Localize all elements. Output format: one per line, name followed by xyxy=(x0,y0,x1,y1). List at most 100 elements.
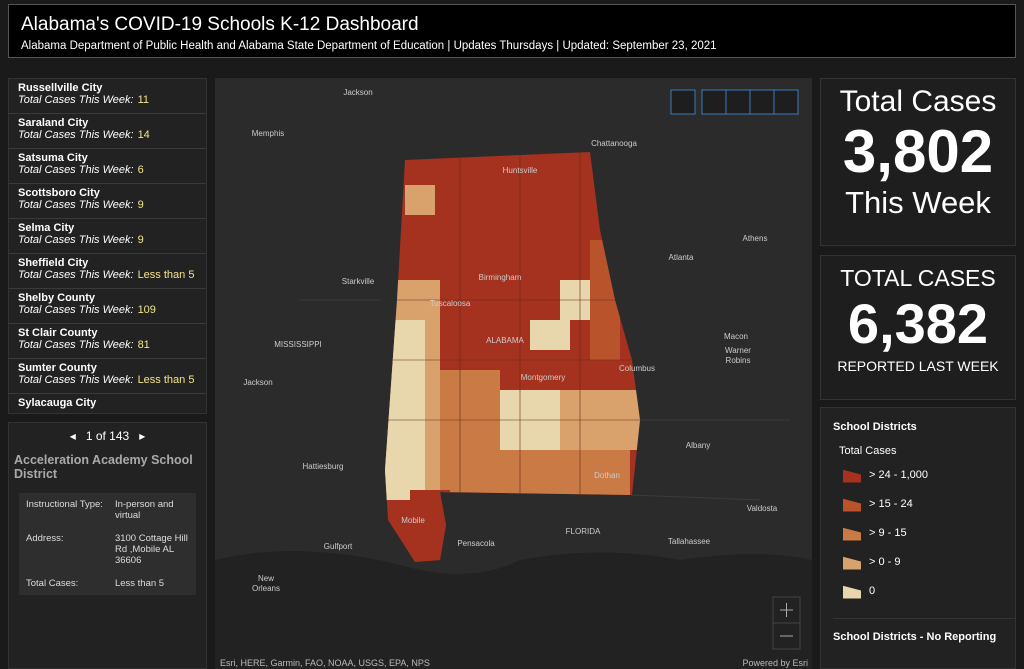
basemap-button[interactable] xyxy=(773,89,799,115)
district-item[interactable]: Saraland City Total Cases This Week: 14 xyxy=(9,114,206,149)
case-line: Total Cases This Week: 81 xyxy=(18,339,206,351)
detail-title: Acceleration Academy School District xyxy=(14,453,193,481)
legend-label: > 15 - 24 xyxy=(869,497,913,510)
legend-item: > 24 - 1,000 xyxy=(843,465,1015,484)
kpi-value: 3,802 xyxy=(842,118,994,185)
legend-item: > 0 - 9 xyxy=(843,552,1015,571)
kpi-top: Total Cases xyxy=(839,85,997,118)
map-label: ALABAMA xyxy=(486,336,524,345)
legend-swatch xyxy=(843,556,861,570)
legend: School Districts Total Cases > 24 - 1,00… xyxy=(820,407,1016,669)
case-value: 9 xyxy=(137,199,144,211)
case-value: Less than 5 xyxy=(137,374,195,386)
district-name: Sumter County xyxy=(18,362,97,374)
prev-button[interactable]: ◂ xyxy=(69,429,76,443)
header: Alabama's COVID-19 Schools K-12 Dashboar… xyxy=(8,4,1016,58)
district-item[interactable]: Satsuma City Total Cases This Week: 6 xyxy=(9,149,206,184)
case-value: 9 xyxy=(137,234,144,246)
map-label: Memphis xyxy=(252,129,284,138)
map-label: FLORIDA xyxy=(566,527,601,536)
district-name: Russellville City xyxy=(18,82,103,94)
legend-title: School Districts xyxy=(833,421,917,433)
case-label: Total Cases This Week: xyxy=(18,269,134,281)
map-label: Chattanooga xyxy=(591,139,637,148)
map-label: Pensacola xyxy=(457,539,495,548)
district-item[interactable]: Sumter County Total Cases This Week: Less … xyxy=(9,359,206,394)
pager-text: 1 of 143 xyxy=(85,429,130,443)
case-value: 6 xyxy=(137,164,144,176)
state-borders xyxy=(300,299,790,501)
attribution: Esri, HERE, Garmin, FAO, NOAA, USGS, EPA… xyxy=(220,658,430,668)
district-item[interactable]: Selma City Total Cases This Week: 9 xyxy=(9,219,206,254)
case-value: 81 xyxy=(137,339,150,351)
legend-swatch xyxy=(843,498,861,512)
legend-item: > 9 - 15 xyxy=(843,523,1015,542)
search-button[interactable] xyxy=(670,89,696,115)
legend-label: > 24 - 1,000 xyxy=(869,468,929,481)
kpi-top: TOTAL CASES xyxy=(840,265,996,291)
legend-item: 0 xyxy=(843,581,1015,600)
legend-swatch xyxy=(843,527,861,541)
home-button[interactable] xyxy=(701,89,727,115)
case-label: Total Cases This Week: xyxy=(18,94,134,106)
field-value: Less than 5 xyxy=(114,578,165,589)
map-label: Dothan xyxy=(594,471,620,480)
zoom-controls xyxy=(772,596,801,650)
map-label: Robins xyxy=(726,356,751,365)
field-label: Instructional Type: xyxy=(26,499,103,510)
district-item[interactable]: Shelby County Total Cases This Week: 109 xyxy=(9,289,206,324)
detail-fields: Instructional Type: In-person and virtual… xyxy=(9,493,206,595)
next-button[interactable]: ▸ xyxy=(139,429,146,443)
legend-button[interactable] xyxy=(725,89,751,115)
field-value: In-person and virtual xyxy=(114,499,174,521)
case-label: Total Cases This Week: xyxy=(18,199,134,211)
legend-items: > 24 - 1,000 > 15 - 24 > 9 - 15 > 0 - 9 0 xyxy=(821,465,1015,600)
district-item[interactable]: Sylacauga City xyxy=(9,394,206,413)
district-name: Scottsboro City xyxy=(18,187,100,199)
case-line: Total Cases This Week: 14 xyxy=(18,129,206,141)
map-label: Starkville xyxy=(342,277,375,286)
case-line: Total Cases This Week: 9 xyxy=(18,199,206,211)
subtitle: Alabama Department of Public Health and … xyxy=(21,40,717,52)
district-name: Shelby County xyxy=(18,292,96,304)
map-label: Birmingham xyxy=(479,273,522,282)
case-value: 109 xyxy=(137,304,156,316)
district-item[interactable]: Russellville City Total Cases This Week: 1… xyxy=(9,79,206,114)
district-name: St Clair County xyxy=(18,327,98,339)
case-line: Total Cases This Week: 6 xyxy=(18,164,206,176)
layers-button[interactable] xyxy=(749,89,775,115)
map-label: Huntsville xyxy=(503,166,538,175)
map-label: Columbus xyxy=(619,364,655,373)
map-label: Montgomery xyxy=(521,373,565,382)
map-label: Macon xyxy=(724,332,748,341)
map-label: Hattiesburg xyxy=(303,462,344,471)
legend-label: > 9 - 15 xyxy=(869,526,907,539)
case-line: Total Cases This Week: 11 xyxy=(18,94,206,106)
case-label: Total Cases This Week: xyxy=(18,339,134,351)
legend-label: > 0 - 9 xyxy=(869,555,901,568)
map-label: Warner xyxy=(725,346,751,355)
kpi-bottom: This Week xyxy=(845,185,991,220)
district-item[interactable]: Scottsboro City Total Cases This Week: 9 xyxy=(9,184,206,219)
pager: ◂ 1 of 143 ▸ xyxy=(9,429,206,443)
map-label: MISSISSIPPI xyxy=(274,340,322,349)
district-name: Sheffield City xyxy=(18,257,89,269)
legend-subtitle: Total Cases xyxy=(839,445,897,457)
map-label: New xyxy=(258,574,274,583)
kpi-value: 6,382 xyxy=(847,292,989,355)
district-item[interactable]: St Clair County Total Cases This Week: 81 xyxy=(9,324,206,359)
district-name: Selma City xyxy=(18,222,75,234)
district-item[interactable]: Sheffield City Total Cases This Week: Less… xyxy=(9,254,206,289)
map-label: Jackson xyxy=(243,378,272,387)
map-toolbar xyxy=(670,89,799,115)
map-label: Tallahassee xyxy=(668,537,711,546)
map-label: Tuscaloosa xyxy=(430,299,471,308)
kpi-last-week: TOTAL CASES 6,382 REPORTED LAST WEEK xyxy=(820,255,1016,400)
map[interactable]: Jackson Memphis Chattanooga Huntsville Athen… xyxy=(215,78,812,669)
map-label: Atlanta xyxy=(669,253,694,262)
map-label: Athens xyxy=(743,234,768,243)
case-line: Total Cases This Week: Less than 5 xyxy=(18,269,206,281)
map-label: Albany xyxy=(686,441,710,450)
case-line: Total Cases This Week: Less than 5 xyxy=(18,374,206,386)
